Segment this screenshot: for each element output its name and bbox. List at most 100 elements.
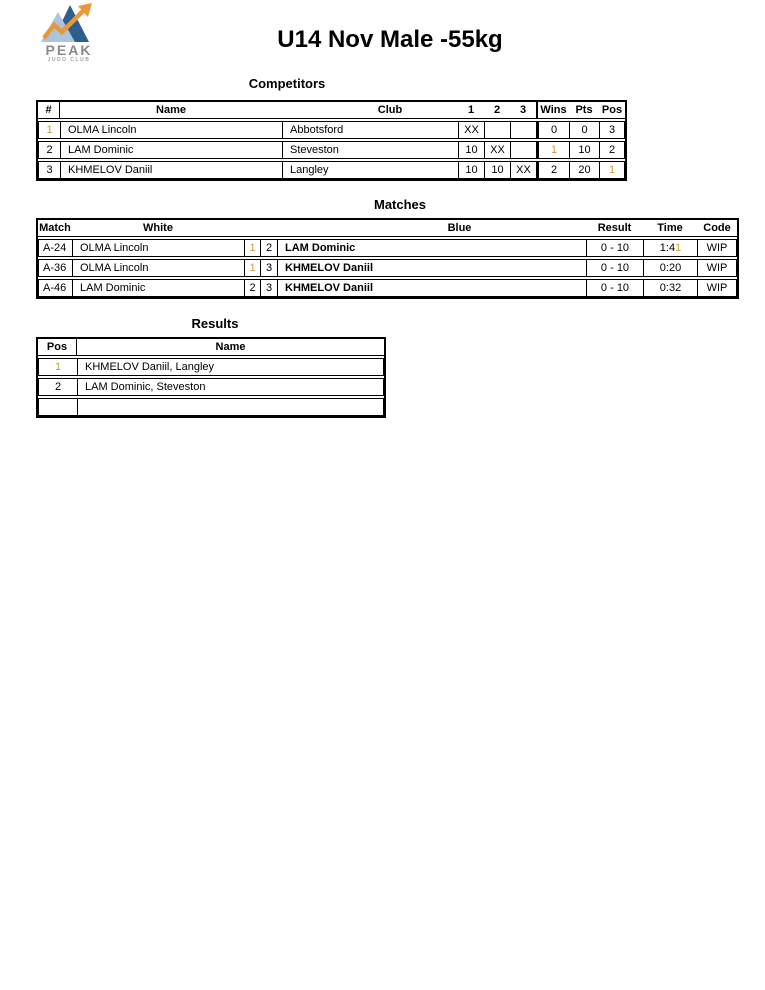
competitor-name: OLMA Lincoln — [61, 122, 283, 138]
blue-competitor-number: 3 — [261, 260, 278, 276]
competitor-number: 3 — [39, 162, 61, 178]
col-header-1: 1 — [467, 104, 475, 116]
match-code: WIP — [706, 262, 728, 274]
competitors-heading: Competitors — [248, 76, 326, 91]
col-header-result: Result — [597, 222, 632, 234]
match-id: A-46 — [39, 280, 73, 296]
match-time: 0:20 — [644, 260, 698, 276]
logo-club-name: PEAK — [45, 42, 93, 58]
result-position: 1 — [39, 359, 78, 375]
result-row: 1 KHMELOV Daniil, Langley — [38, 358, 384, 376]
match-time-text: 1:4 — [659, 242, 676, 254]
white-competitor-name: OLMA Lincoln — [73, 240, 245, 256]
match-row: A-36 OLMA Lincoln 1 3 KHMELOV Daniil 0 -… — [38, 259, 737, 277]
match-id: A-36 — [39, 260, 73, 276]
col-header-pos: Pos — [601, 104, 623, 116]
round-1-score: 10 — [459, 142, 485, 158]
round-1-score: XX — [459, 122, 485, 138]
col-header-code: Code — [703, 222, 731, 234]
match-id: A-24 — [39, 240, 73, 256]
matches-header-row: Match White Blue Result Time Code — [38, 220, 737, 237]
result-position: 2 — [39, 379, 78, 395]
competitor-wins: 1 — [537, 142, 570, 158]
blue-competitor-number: 3 — [261, 280, 278, 296]
col-header-white: White — [143, 222, 173, 234]
club-logo: PEAK JUDO CLUB — [36, 2, 102, 64]
col-header-blue-num — [260, 220, 277, 236]
match-result: 0 - 10 — [587, 240, 644, 256]
competitor-wins: 2 — [537, 162, 570, 178]
white-competitor-name: OLMA Lincoln — [73, 260, 245, 276]
competitor-row: 3 KHMELOV Daniil Langley 10 10 XX 2 20 1 — [38, 161, 625, 179]
blue-competitor-number: 2 — [261, 240, 278, 256]
round-1-score: 10 — [459, 162, 485, 178]
results-table: Pos Name 1 KHMELOV Daniil, Langley 2 LAM… — [36, 337, 386, 418]
matches-table: Match White Blue Result Time Code A-24 O… — [36, 218, 739, 299]
competitor-wins: 0 — [537, 122, 570, 138]
col-header-name: Name — [156, 104, 186, 116]
competitor-position: 2 — [608, 144, 616, 156]
result-name: LAM Dominic, Steveston — [85, 381, 206, 393]
result-row — [38, 398, 384, 416]
match-time: 1:4 1 — [644, 240, 698, 256]
col-header-white-num — [244, 220, 260, 236]
white-competitor-number: 1 — [245, 260, 261, 276]
round-3-score — [511, 142, 537, 158]
logo-club-subtitle: JUDO CLUB — [47, 57, 91, 63]
col-header-3: 3 — [519, 104, 527, 116]
competitor-club: Abbotsford — [283, 122, 459, 138]
match-time: 0:32 — [644, 280, 698, 296]
competitors-header-row: # Name Club 1 2 3 Wins Pts Pos — [38, 102, 625, 119]
round-2-score: 10 — [485, 162, 511, 178]
white-competitor-name: LAM Dominic — [73, 280, 245, 296]
match-time-gold-digit: 1 — [675, 242, 682, 254]
competitor-points: 10 — [570, 142, 600, 158]
competitor-position: 1 — [608, 164, 616, 176]
result-position — [39, 399, 78, 415]
match-code: WIP — [706, 242, 728, 254]
blue-competitor-name: LAM Dominic — [278, 240, 587, 256]
page-title: U14 Nov Male -55kg — [277, 26, 503, 53]
match-result: 0 - 10 — [587, 280, 644, 296]
col-header-2: 2 — [493, 104, 501, 116]
col-header-pts: Pts — [575, 104, 593, 116]
competitor-club: Langley — [283, 162, 459, 178]
col-header-name: Name — [215, 341, 246, 353]
match-time-text: 0:32 — [659, 282, 682, 294]
competitors-table: # Name Club 1 2 3 Wins Pts Pos 1 OLMA Li… — [36, 100, 627, 181]
competitor-points: 20 — [570, 162, 600, 178]
round-2-score — [485, 122, 511, 138]
round-2-score: XX — [485, 142, 511, 158]
result-name — [78, 399, 383, 415]
col-header-pos: Pos — [38, 339, 77, 355]
blue-competitor-name: KHMELOV Daniil — [278, 280, 587, 296]
results-heading: Results — [191, 316, 239, 331]
competitor-name: LAM Dominic — [61, 142, 283, 158]
blue-competitor-name: KHMELOV Daniil — [278, 260, 587, 276]
results-header-row: Pos Name — [38, 339, 384, 356]
peak-mountain-icon — [41, 3, 92, 42]
col-header-blue: Blue — [447, 222, 472, 234]
white-competitor-number: 1 — [245, 240, 261, 256]
col-header-num: # — [38, 102, 60, 118]
competitor-row: 2 LAM Dominic Steveston 10 XX 1 10 2 — [38, 141, 625, 159]
competitor-number: 2 — [39, 142, 61, 158]
match-row: A-46 LAM Dominic 2 3 KHMELOV Daniil 0 - … — [38, 279, 737, 297]
competitor-row: 1 OLMA Lincoln Abbotsford XX 0 0 3 — [38, 121, 625, 139]
match-row: A-24 OLMA Lincoln 1 2 LAM Dominic 0 - 10… — [38, 239, 737, 257]
match-result: 0 - 10 — [587, 260, 644, 276]
round-3-score: XX — [511, 162, 537, 178]
competitor-points: 0 — [570, 122, 600, 138]
col-header-time: Time — [657, 222, 683, 234]
competitor-club: Steveston — [283, 142, 459, 158]
competitor-name: KHMELOV Daniil — [61, 162, 283, 178]
round-3-score — [511, 122, 537, 138]
match-code: WIP — [706, 282, 728, 294]
white-competitor-number: 2 — [245, 280, 261, 296]
col-header-match: Match — [39, 222, 71, 234]
match-time-text: 0:20 — [659, 262, 682, 274]
matches-heading: Matches — [373, 197, 427, 212]
competitor-number: 1 — [39, 122, 61, 138]
result-row: 2 LAM Dominic, Steveston — [38, 378, 384, 396]
competitor-position: 3 — [608, 124, 616, 136]
